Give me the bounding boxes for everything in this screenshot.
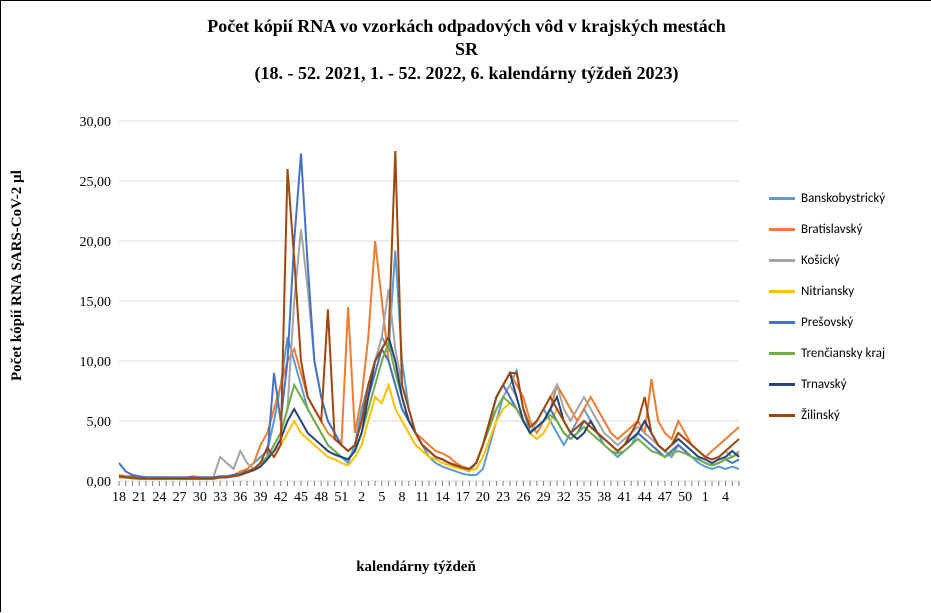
svg-text:41: 41 [617,490,631,505]
svg-text:39: 39 [254,490,268,505]
svg-text:23: 23 [496,490,510,505]
svg-text:27: 27 [173,490,187,505]
title-line-1: Počet kópií RNA vo vzorkách odpadových v… [1,15,931,38]
svg-text:1: 1 [702,490,709,505]
x-axis-label: kalendárny týždeň [71,559,761,576]
y-axis-label: Počet kópií RNA SARS-CoV-2 µl [9,170,26,381]
svg-text:38: 38 [597,490,611,505]
svg-text:21: 21 [132,490,146,505]
svg-text:29: 29 [537,490,551,505]
svg-text:11: 11 [416,490,429,505]
svg-text:30: 30 [193,490,207,505]
title-line-2: SR [1,38,931,61]
svg-text:14: 14 [435,490,449,505]
legend-swatch [769,352,795,355]
plot-svg: 0,005,0010,0015,0020,0025,0030,001821242… [71,111,761,531]
svg-text:33: 33 [213,490,227,505]
svg-text:20,00: 20,00 [80,235,112,250]
svg-text:45: 45 [294,490,308,505]
legend-item: Trnavský [769,377,914,392]
svg-text:2: 2 [358,490,365,505]
legend-item: Bratislavský [769,222,914,237]
legend: Banskobystrický Bratislavský Košický Nitria… [769,191,914,439]
legend-item: Prešovský [769,315,914,330]
svg-text:25,00: 25,00 [80,175,112,190]
svg-text:24: 24 [152,490,166,505]
legend-label: Bratislavský [801,222,862,237]
plot-area: 0,005,0010,0015,0020,0025,0030,001821242… [71,111,761,531]
svg-text:0,00: 0,00 [87,475,112,490]
svg-text:17: 17 [456,490,470,505]
svg-text:4: 4 [722,490,729,505]
legend-label: Žilinský [801,408,840,423]
legend-swatch [769,259,795,262]
svg-text:15,00: 15,00 [80,295,112,310]
legend-item: Košický [769,253,914,268]
chart-container: Počet kópií RNA vo vzorkách odpadových v… [1,1,931,613]
legend-label: Nitriansky [801,284,854,299]
svg-text:8: 8 [399,490,406,505]
legend-item: Žilinský [769,408,914,423]
title-line-3: (18. - 52. 2021, 1. - 52. 2022, 6. kalen… [1,62,931,85]
legend-swatch [769,197,795,200]
svg-text:51: 51 [334,490,348,505]
svg-text:18: 18 [112,490,126,505]
svg-text:26: 26 [516,490,530,505]
svg-text:20: 20 [476,490,490,505]
svg-text:10,00: 10,00 [80,355,112,370]
svg-text:50: 50 [678,490,692,505]
svg-text:36: 36 [233,490,247,505]
legend-swatch [769,290,795,293]
chart-title: Počet kópií RNA vo vzorkách odpadových v… [1,1,931,85]
legend-swatch [769,228,795,231]
legend-label: Trenčiansky kraj [801,346,885,361]
legend-item: Banskobystrický [769,191,914,206]
legend-item: Trenčiansky kraj [769,346,914,361]
svg-text:42: 42 [274,490,288,505]
svg-text:48: 48 [314,490,328,505]
svg-text:32: 32 [557,490,571,505]
svg-text:30,00: 30,00 [80,115,112,130]
legend-swatch [769,414,795,417]
series-line [119,241,739,477]
svg-text:5: 5 [378,490,385,505]
svg-text:47: 47 [658,490,672,505]
legend-swatch [769,383,795,386]
legend-label: Trnavský [801,377,847,392]
legend-swatch [769,321,795,324]
svg-text:44: 44 [638,490,652,505]
legend-label: Banskobystrický [801,191,885,206]
svg-text:35: 35 [577,490,591,505]
legend-item: Nitriansky [769,284,914,299]
legend-label: Prešovský [801,315,853,330]
legend-label: Košický [801,253,840,268]
svg-text:5,00: 5,00 [87,415,112,430]
